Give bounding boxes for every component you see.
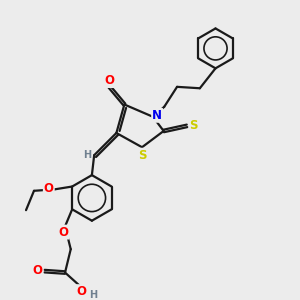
Text: O: O [32,264,42,277]
Text: H: H [83,150,91,160]
Text: O: O [58,226,69,238]
Text: O: O [44,182,54,195]
Text: N: N [152,109,162,122]
Text: S: S [190,119,198,132]
Text: O: O [104,74,114,87]
Text: O: O [76,285,87,298]
Text: S: S [138,149,146,162]
Text: H: H [89,290,97,300]
